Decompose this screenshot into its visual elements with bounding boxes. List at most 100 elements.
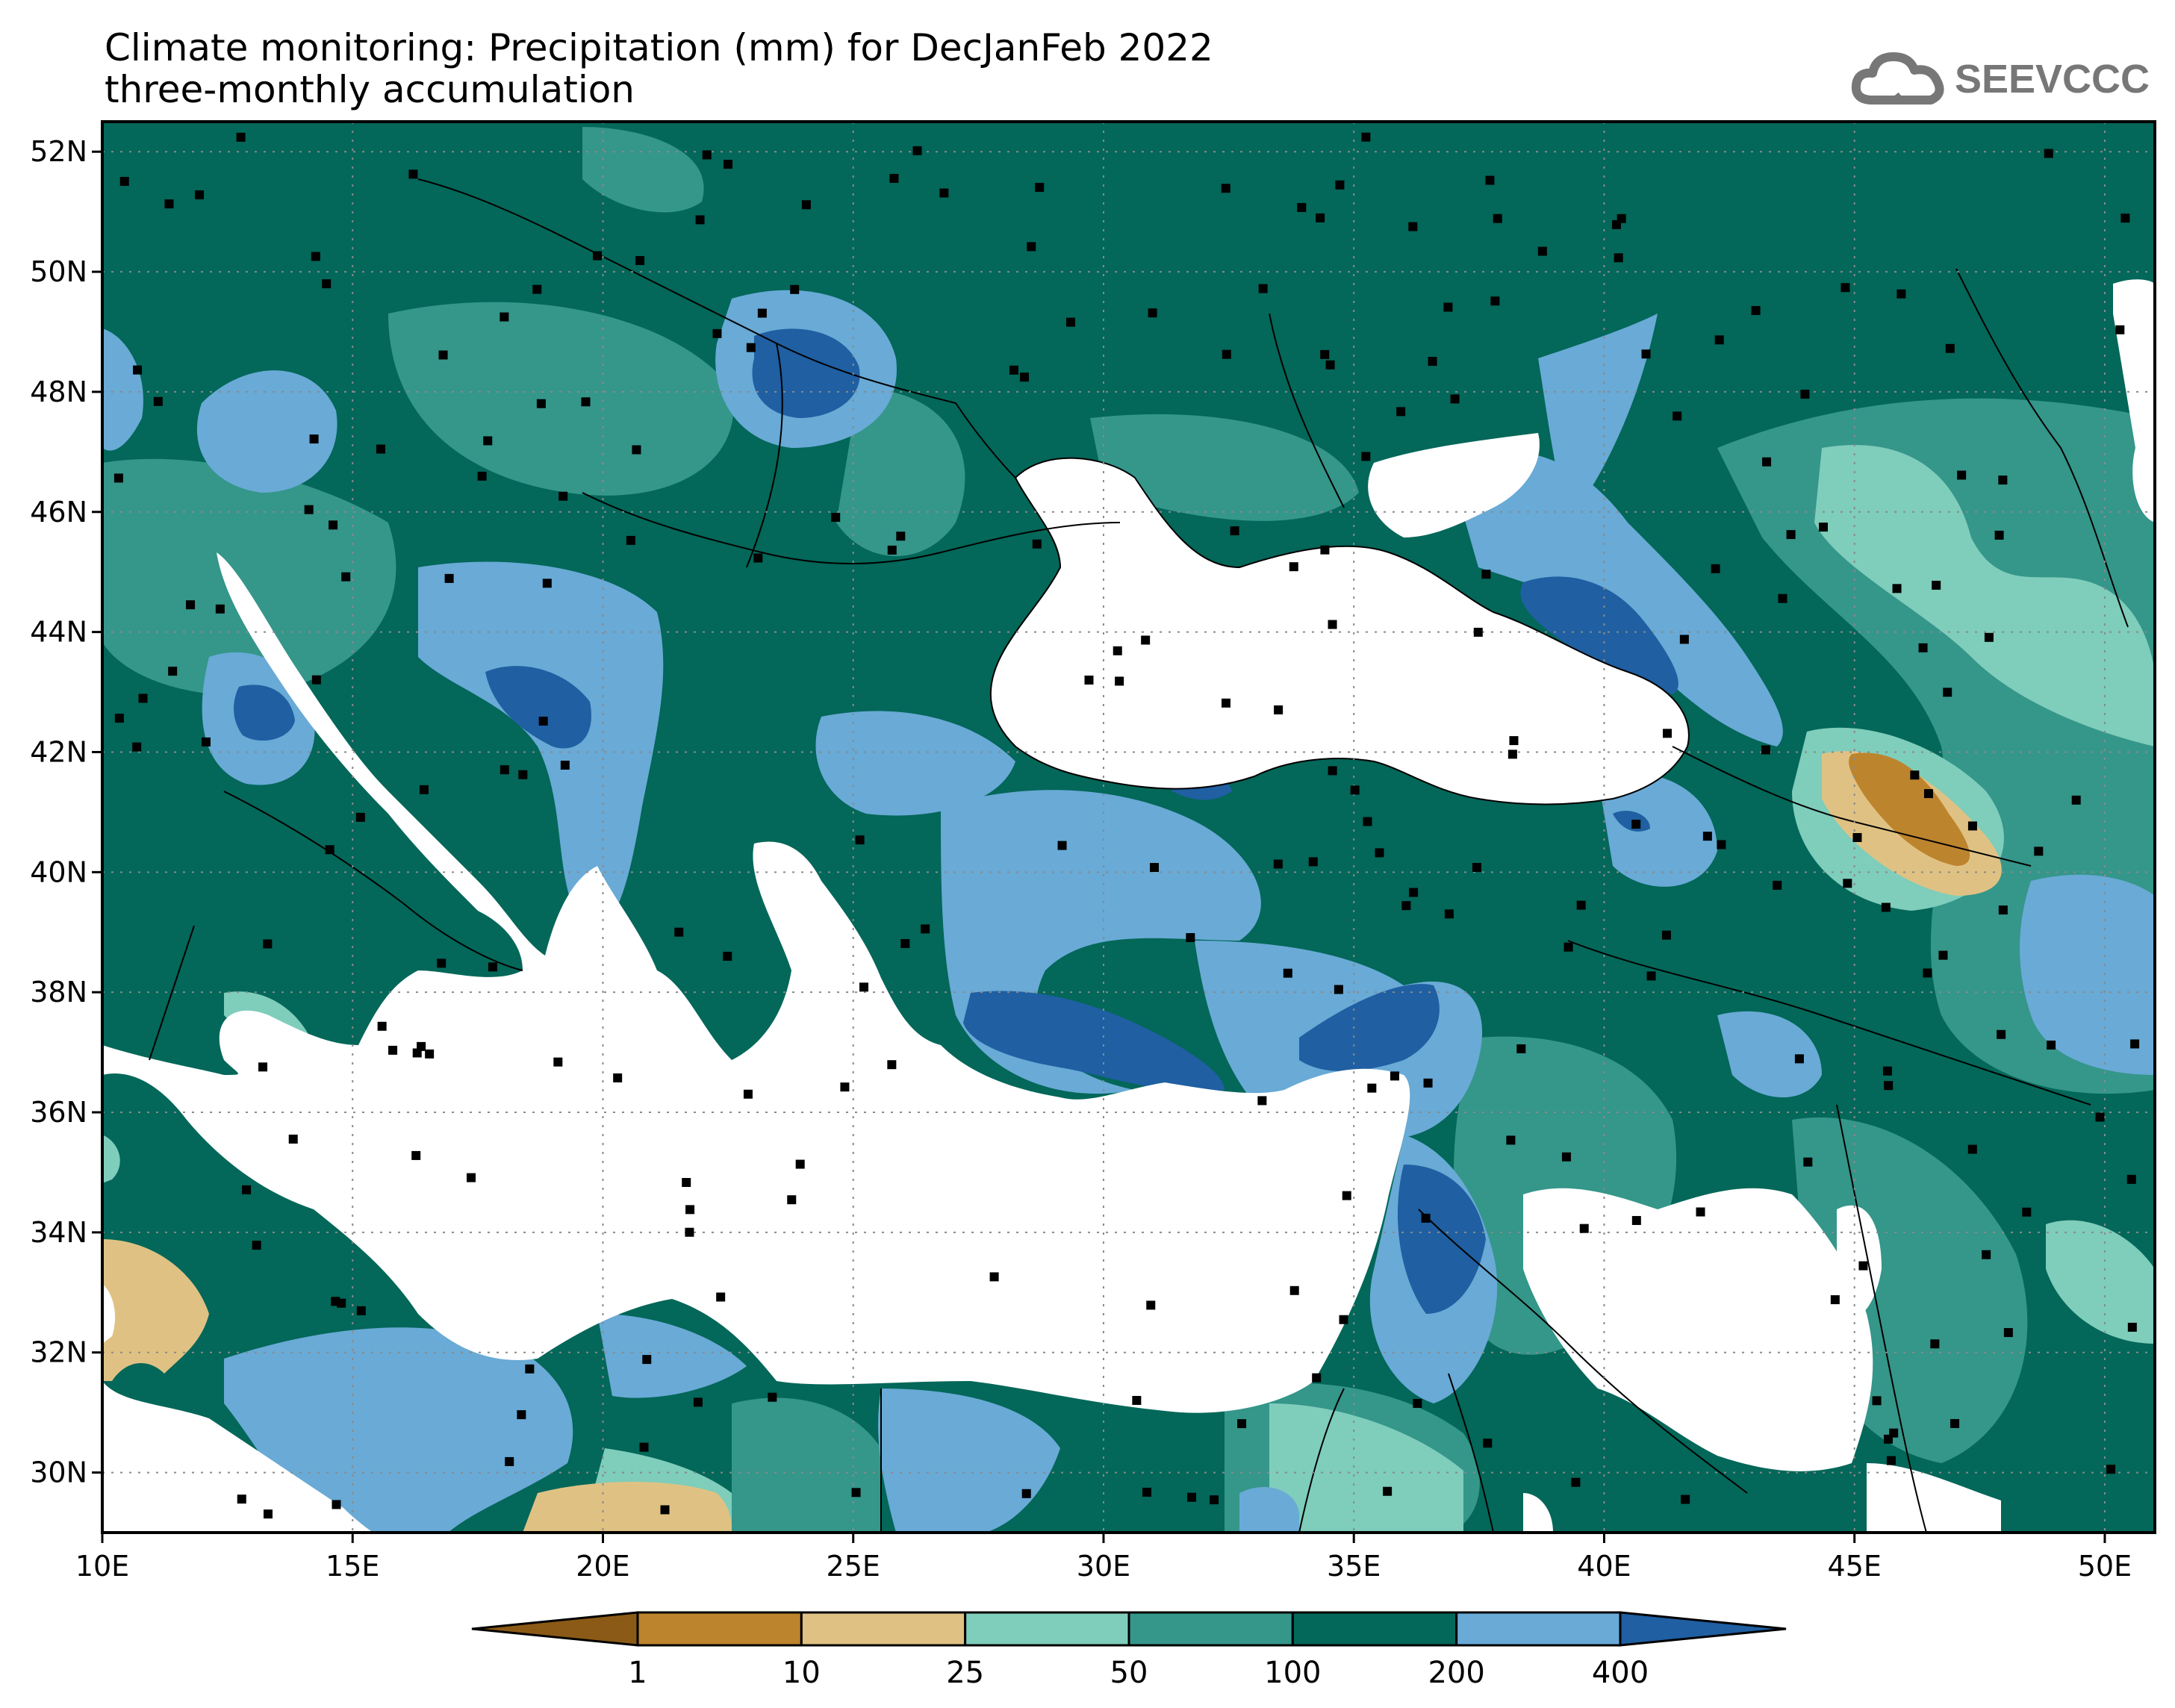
station-point — [1882, 1066, 1892, 1076]
station-point — [186, 600, 196, 610]
station-point — [1401, 901, 1411, 911]
station-point — [153, 396, 163, 406]
lat-tick-label: 36N — [30, 1096, 87, 1129]
station-point — [702, 150, 712, 160]
station-point — [355, 812, 365, 822]
station-point — [1509, 736, 1519, 746]
station-point — [1932, 580, 1941, 590]
station-point — [639, 1442, 649, 1452]
borders — [149, 178, 2129, 1533]
station-point — [1443, 302, 1453, 312]
station-point — [1945, 343, 1955, 353]
station-point — [1141, 635, 1151, 645]
station-point — [408, 169, 418, 179]
station-point — [716, 1292, 726, 1302]
station-point — [113, 473, 123, 483]
station-point — [558, 491, 568, 501]
station-point — [2106, 1465, 2116, 1474]
station-point — [322, 279, 332, 289]
station-point — [1761, 745, 1770, 755]
lat-tick-label: 38N — [30, 976, 87, 1009]
colorbar-left-arrow — [471, 1611, 639, 1647]
station-point — [2120, 214, 2130, 223]
station-point — [1289, 1285, 1299, 1295]
station-point — [252, 1241, 261, 1250]
station-point — [2071, 795, 2081, 805]
station-point — [1221, 698, 1230, 708]
station-point — [1681, 1494, 1690, 1504]
station-point — [1423, 1078, 1433, 1088]
station-point — [626, 535, 635, 545]
station-point — [1896, 289, 1906, 299]
station-point — [682, 1178, 691, 1188]
station-point — [536, 399, 546, 408]
station-point — [790, 284, 800, 294]
station-point — [1571, 1477, 1581, 1487]
station-point — [236, 132, 246, 142]
station-point — [1361, 132, 1371, 142]
station-point — [1930, 1339, 1940, 1349]
station-point — [1786, 530, 1796, 540]
station-point — [1283, 968, 1292, 978]
colorbar-label: 10 — [782, 1656, 821, 1690]
map-subtitle: three-monthly accumulation — [105, 68, 635, 111]
station-point — [1886, 1456, 1896, 1465]
station-point — [1751, 305, 1761, 315]
station-point — [1334, 985, 1343, 994]
station-point — [746, 343, 756, 352]
station-point — [712, 328, 722, 338]
station-point — [195, 190, 205, 200]
station-point — [2127, 1322, 2137, 1332]
station-point — [801, 200, 811, 210]
station-point — [1485, 175, 1495, 185]
sea-and-no-data — [102, 279, 2155, 1533]
station-point — [500, 312, 509, 322]
station-point — [560, 760, 570, 770]
station-point — [1258, 284, 1268, 293]
station-point — [1696, 1207, 1705, 1217]
lat-tick-label: 40N — [30, 855, 87, 888]
station-point — [840, 1082, 850, 1092]
station-point — [538, 716, 548, 726]
station-point — [1408, 222, 1418, 231]
station-point — [1923, 789, 1933, 799]
station-point — [1717, 840, 1726, 850]
colorbar-label: 400 — [1592, 1656, 1649, 1690]
station-point — [1383, 1486, 1393, 1496]
station-point — [1339, 1315, 1348, 1324]
lat-tick-label: 30N — [30, 1456, 87, 1489]
station-point — [1998, 906, 2008, 915]
station-point — [1113, 646, 1122, 655]
station-point — [1450, 394, 1460, 404]
lon-tick-label: 40E — [1577, 1550, 1631, 1583]
station-point — [242, 1185, 252, 1194]
station-point — [518, 770, 528, 779]
colorbar-segment — [964, 1611, 1130, 1647]
station-point — [613, 1073, 623, 1082]
station-point — [1662, 729, 1672, 738]
station-point — [831, 513, 841, 523]
station-point — [1843, 879, 1852, 888]
station-point — [1923, 968, 1932, 978]
station-point — [1994, 530, 2004, 540]
station-point — [1858, 1261, 1868, 1271]
station-point — [632, 445, 641, 455]
station-point — [1316, 213, 1325, 222]
station-point — [119, 176, 129, 186]
station-point — [1884, 1081, 1894, 1091]
cloud-icon — [1851, 52, 1944, 105]
station-point — [1367, 1083, 1377, 1093]
station-point — [1027, 242, 1036, 252]
station-point — [1631, 1215, 1641, 1225]
colorbar-segment — [800, 1611, 967, 1647]
station-point — [757, 308, 767, 318]
station-point — [1711, 564, 1720, 573]
station-point — [1493, 214, 1502, 223]
station-point — [2034, 847, 2044, 856]
lon-tick-label: 50E — [2078, 1550, 2132, 1583]
station-point — [1409, 888, 1419, 897]
station-points — [113, 132, 2140, 1519]
station-point — [1579, 1224, 1589, 1233]
station-point — [1984, 632, 1994, 642]
station-point — [635, 256, 645, 266]
